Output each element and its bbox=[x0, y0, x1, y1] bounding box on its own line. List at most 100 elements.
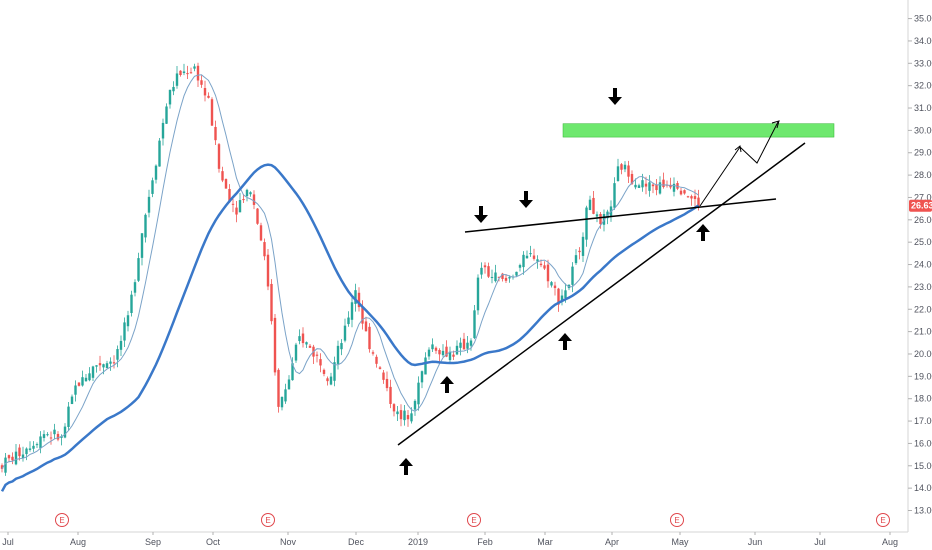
candle[interactable] bbox=[88, 367, 91, 382]
candle[interactable] bbox=[620, 163, 623, 175]
candle[interactable] bbox=[7, 454, 11, 463]
candle[interactable] bbox=[585, 205, 588, 247]
candle[interactable] bbox=[4, 453, 7, 476]
candle[interactable] bbox=[672, 177, 676, 197]
candle[interactable] bbox=[123, 317, 126, 348]
candle[interactable] bbox=[221, 166, 224, 183]
candle[interactable] bbox=[116, 345, 119, 368]
candle[interactable] bbox=[18, 444, 21, 461]
candle[interactable] bbox=[172, 81, 175, 96]
candle[interactable] bbox=[648, 175, 651, 197]
candle[interactable] bbox=[70, 394, 74, 405]
candle[interactable] bbox=[109, 357, 112, 371]
candle[interactable] bbox=[277, 368, 280, 413]
candle[interactable] bbox=[81, 370, 84, 387]
candle[interactable] bbox=[473, 304, 476, 340]
candle[interactable] bbox=[137, 252, 140, 283]
time-axis[interactable]: Jul Aug Sep Oct Nov Dec 2019 Feb Mar Apr May Jun Jul… bbox=[2, 532, 898, 547]
candle[interactable] bbox=[448, 346, 452, 364]
candle[interactable] bbox=[214, 120, 217, 145]
candle[interactable] bbox=[375, 354, 378, 368]
candle[interactable] bbox=[543, 261, 546, 271]
candle[interactable] bbox=[95, 365, 98, 373]
candle[interactable] bbox=[504, 274, 508, 284]
price-axis[interactable]: 13.00 14.00 15.00 16.00 17.00 18.00 19.00 20.00… bbox=[908, 14, 932, 516]
candle[interactable] bbox=[119, 335, 123, 356]
candle[interactable] bbox=[329, 372, 333, 386]
candle[interactable] bbox=[203, 80, 207, 102]
candle[interactable] bbox=[592, 191, 595, 215]
candle[interactable] bbox=[623, 161, 627, 173]
candle[interactable] bbox=[546, 259, 550, 288]
candle[interactable] bbox=[392, 403, 396, 417]
candle[interactable] bbox=[427, 347, 431, 360]
candle[interactable] bbox=[105, 360, 109, 369]
candle[interactable] bbox=[301, 327, 305, 348]
candle[interactable] bbox=[371, 350, 375, 356]
candle[interactable] bbox=[364, 316, 368, 332]
candle[interactable] bbox=[63, 423, 67, 439]
candle[interactable] bbox=[357, 287, 361, 312]
candle[interactable] bbox=[207, 92, 210, 99]
candle[interactable] bbox=[581, 232, 585, 262]
candle[interactable] bbox=[39, 431, 42, 454]
candle[interactable] bbox=[32, 441, 35, 452]
candle[interactable] bbox=[112, 355, 116, 369]
candle[interactable] bbox=[133, 279, 137, 297]
candle[interactable] bbox=[46, 432, 49, 437]
candle[interactable] bbox=[557, 287, 560, 312]
candle[interactable] bbox=[154, 164, 158, 184]
candle[interactable] bbox=[158, 138, 161, 167]
candle[interactable] bbox=[238, 192, 242, 213]
candle[interactable] bbox=[686, 195, 690, 198]
candle[interactable] bbox=[385, 371, 389, 392]
candle[interactable] bbox=[420, 370, 424, 389]
candle[interactable] bbox=[126, 310, 130, 332]
candle[interactable] bbox=[532, 248, 536, 261]
candle[interactable] bbox=[165, 103, 168, 125]
candle[interactable] bbox=[182, 63, 186, 76]
candle[interactable] bbox=[483, 262, 487, 274]
candle[interactable] bbox=[571, 262, 574, 293]
candle[interactable] bbox=[616, 158, 620, 182]
candle[interactable] bbox=[179, 70, 182, 77]
candle[interactable] bbox=[403, 404, 406, 426]
candle[interactable] bbox=[235, 201, 238, 223]
candle[interactable] bbox=[35, 442, 39, 449]
candle[interactable] bbox=[91, 365, 95, 381]
candle[interactable] bbox=[550, 281, 553, 288]
candle[interactable] bbox=[455, 340, 459, 356]
candle[interactable] bbox=[340, 339, 343, 356]
candle[interactable] bbox=[252, 190, 256, 210]
candle[interactable] bbox=[522, 251, 525, 275]
candle[interactable] bbox=[459, 337, 462, 356]
candle[interactable] bbox=[406, 410, 410, 427]
candle[interactable] bbox=[655, 178, 658, 196]
candle[interactable] bbox=[350, 295, 354, 328]
candle[interactable] bbox=[193, 63, 196, 72]
candle[interactable] bbox=[147, 189, 151, 218]
candle[interactable] bbox=[462, 332, 466, 350]
earnings-marker[interactable] bbox=[670, 513, 684, 527]
candle[interactable] bbox=[42, 430, 46, 442]
candle[interactable] bbox=[525, 250, 529, 259]
candle[interactable] bbox=[634, 178, 637, 190]
candle[interactable] bbox=[130, 290, 133, 317]
candle[interactable] bbox=[161, 118, 165, 146]
candle[interactable] bbox=[270, 279, 273, 325]
candle[interactable] bbox=[490, 269, 494, 284]
candle[interactable] bbox=[466, 335, 469, 354]
candle[interactable] bbox=[343, 318, 347, 343]
candle[interactable] bbox=[11, 452, 14, 465]
earnings-marker[interactable] bbox=[261, 513, 275, 527]
candle[interactable] bbox=[49, 431, 53, 445]
candle[interactable] bbox=[175, 66, 179, 89]
candle[interactable] bbox=[280, 396, 284, 411]
candle[interactable] bbox=[256, 207, 259, 225]
candle[interactable] bbox=[574, 249, 578, 265]
candle[interactable] bbox=[56, 431, 60, 442]
candle[interactable] bbox=[186, 65, 189, 79]
candle[interactable] bbox=[354, 283, 357, 312]
candle[interactable] bbox=[189, 67, 193, 74]
